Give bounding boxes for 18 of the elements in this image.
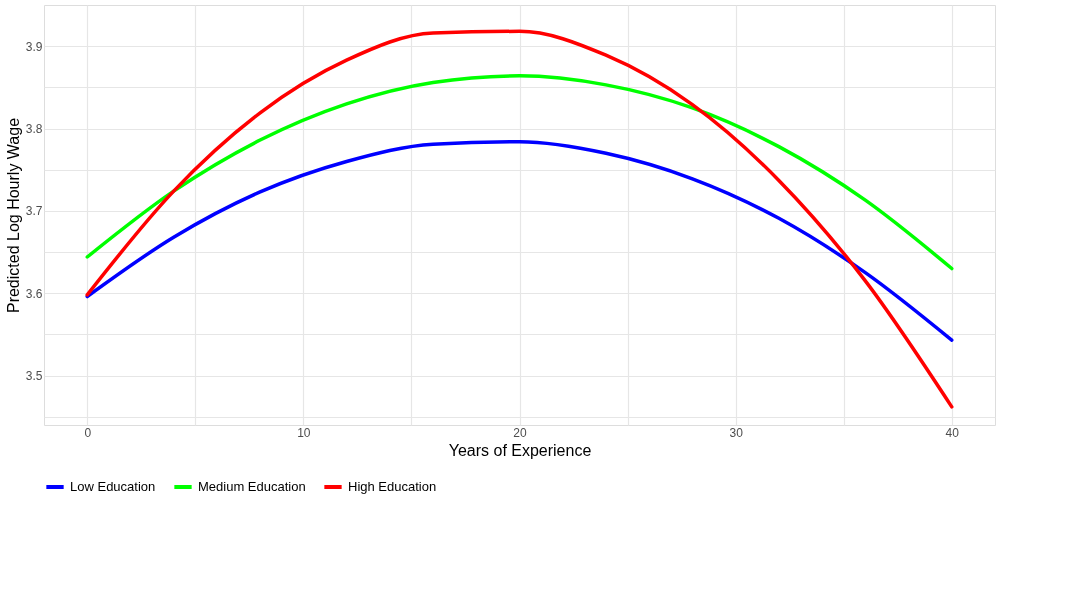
legend-label: High Education xyxy=(348,479,437,494)
legend-label: Low Education xyxy=(70,479,156,494)
y-tick-label: 3.5 xyxy=(25,369,43,384)
x-tick-label: 10 xyxy=(297,425,311,440)
y-tick-label: 3.9 xyxy=(25,39,43,54)
y-tick-label: 3.7 xyxy=(25,204,43,219)
y-axis-title: Predicted Log Hourly Wage xyxy=(4,117,22,314)
x-tick-label: 30 xyxy=(729,425,744,440)
x-tick-label: 40 xyxy=(945,425,960,440)
line-series xyxy=(85,29,954,409)
line-series xyxy=(85,74,954,271)
y-tick-label: 3.8 xyxy=(25,122,43,137)
legend-label: Medium Education xyxy=(198,479,306,494)
x-tick-label: 0 xyxy=(84,425,92,440)
x-axis-title: Years of Experience xyxy=(448,441,592,459)
line-series xyxy=(85,139,954,342)
y-tick-label: 3.6 xyxy=(25,286,43,301)
x-tick-label: 20 xyxy=(513,425,527,440)
